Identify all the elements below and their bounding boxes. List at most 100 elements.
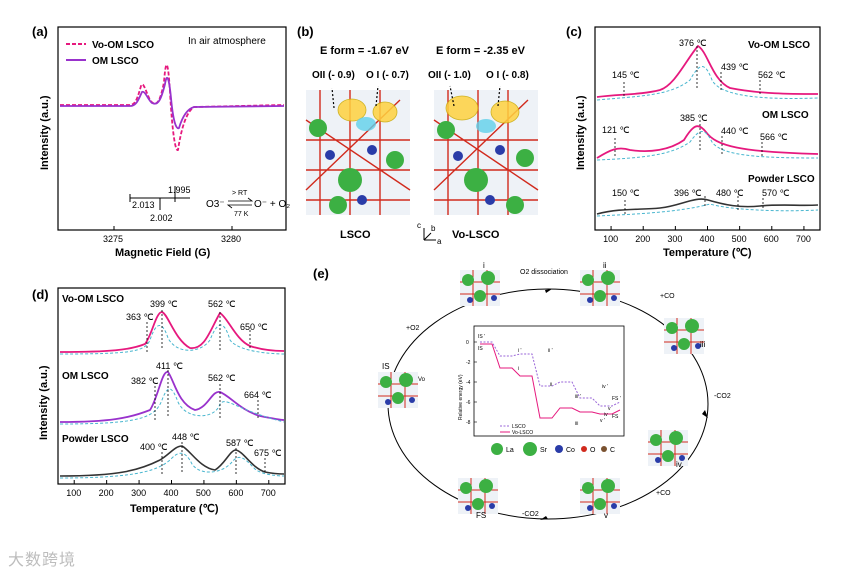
e-inset-is-p: IS ' [478, 334, 485, 340]
reaction-arrows [226, 197, 254, 209]
d-xlabel: Temperature (℃) [130, 503, 219, 515]
a-ylabel: Intensity (a.u.) [39, 95, 51, 170]
b-right-crystal [433, 85, 539, 215]
e-legend-o-dot [581, 446, 587, 452]
d-curve-om [59, 371, 285, 423]
b-left-co-3 [357, 195, 367, 205]
e-crystal-atom-a-1 [582, 274, 594, 286]
e-state-iv: iv [676, 460, 682, 469]
panel-a: (a) Vo-OM LSCO OM LSCO In air atmosphere… [32, 24, 290, 259]
c-xtick-label-2: 300 [667, 234, 682, 244]
d-curve-vo [59, 311, 285, 353]
c-peak-om-1: 121 ℃ [602, 125, 630, 135]
b-right-eform: E form = -2.35 eV [436, 45, 526, 57]
e-crystal-atom-a-6 [380, 376, 392, 388]
d-peak-vo-2: 399 ℃ [150, 299, 178, 309]
e-crystal-atom-a-4 [582, 482, 594, 494]
e-crystal-1 [580, 270, 620, 306]
d-fit-om [59, 388, 285, 425]
e-inset-i: i [518, 366, 519, 372]
e-vo-label: Vo [418, 377, 426, 383]
epr-curve-vo [60, 64, 285, 151]
e-crystal-atom-c-3 [662, 450, 674, 462]
e-crystal-atom-e-5 [465, 505, 471, 511]
e-inset-ii-p: ii ' [548, 348, 553, 354]
e-legend-sr-dot [523, 442, 537, 456]
b-right-sr-2 [464, 168, 488, 192]
a-xtick-label-1: 3275 [103, 234, 123, 244]
e-crystal-atom-c-4 [594, 498, 606, 510]
reaction-left: O3⁻ [206, 199, 225, 210]
a-xlabel: Magnetic Field (G) [115, 247, 211, 259]
c-label-om: OM LSCO [762, 110, 809, 121]
b-left-name: LSCO [340, 229, 371, 241]
e-crystal-atom-b-0 [481, 271, 495, 285]
e-crystal-2 [664, 318, 704, 354]
c-fit-om [596, 131, 819, 161]
c-peak-powder-1: 150 ℃ [612, 188, 640, 198]
e-inset-fs-p: FS ' [612, 396, 621, 402]
e-state-iii: iii [700, 340, 706, 349]
d-fit-vo [59, 324, 285, 355]
b-axes-arrows [423, 228, 436, 241]
e-legend-c: C [610, 447, 615, 454]
e-step-4: +CO [656, 490, 671, 497]
c-peak-vo-3: 439 ℃ [721, 62, 749, 72]
d-label-om: OM LSCO [62, 371, 109, 382]
panel-b-label: (b) [297, 24, 314, 39]
c-peak-vo-4: 562 ℃ [758, 70, 786, 80]
c-peak-lines [614, 46, 764, 214]
e-crystal-atom-b-4 [601, 479, 615, 493]
b-right-arrows [449, 85, 501, 107]
e-crystal-atom-d-6 [409, 397, 415, 403]
e-inset-ii: ii [550, 382, 552, 388]
b-right-density-1 [445, 95, 479, 121]
d-peak-om-1: 382 ℃ [131, 376, 159, 386]
panel-d-frame [57, 287, 286, 485]
b-axis-c: c [417, 221, 421, 230]
e-legend-co-dot [555, 445, 563, 453]
e-inset-iv: iv [604, 412, 608, 418]
d-peak-vo-1: 363 ℃ [126, 312, 154, 322]
d-label-vo: Vo-OM LSCO [62, 294, 124, 305]
e-state-ii: ii [603, 261, 607, 270]
e-cycle-arrow-1 [545, 289, 552, 293]
e-crystal-atom-d-0 [491, 295, 497, 301]
d-curve-powder [59, 445, 285, 477]
e-crystal-atom-c-6 [392, 392, 404, 404]
c-peak-om-4: 566 ℃ [760, 132, 788, 142]
panel-d-label: (d) [32, 287, 49, 302]
e-inset-v-p: v ' [600, 418, 605, 424]
e-inset-ylabel: Relative energy (eV) [458, 374, 464, 420]
c-label-vo: Vo-OM LSCO [748, 40, 810, 51]
e-inset-yticks: 0 -2 -4 -6 -8 [466, 340, 477, 426]
b-left-sr-3 [386, 151, 404, 169]
c-peak-powder-3: 480 ℃ [716, 188, 744, 198]
e-inset-ytick-label-0: 0 [466, 340, 469, 346]
e-legend-o: O [590, 447, 596, 454]
d-xtick-label-6: 700 [261, 488, 276, 498]
e-crystal-atom-b-1 [601, 271, 615, 285]
b-axis-a: a [437, 237, 442, 246]
reaction-top: > RT [232, 190, 248, 197]
c-curve-om [596, 125, 819, 159]
c-curve-vo [596, 44, 819, 98]
panel-c: (c) Vo-OM LSCO OM LSCO Powder LSCO 145 ℃… [566, 24, 821, 259]
c-label-powder: Powder LSCO [748, 174, 815, 185]
d-peak-powder-4: 675 ℃ [254, 448, 282, 458]
c-peak-om-2: 385 ℃ [680, 113, 708, 123]
c-peak-powder-4: 570 ℃ [762, 188, 790, 198]
e-inset-is: IS [478, 346, 483, 352]
c-ylabel: Intensity (a.u.) [575, 95, 587, 170]
b-left-o2: OII (- 0.9) [312, 70, 355, 81]
legend-a-om: OM LSCO [92, 56, 139, 67]
d-xtick-label-4: 500 [196, 488, 211, 498]
d-peak-om-3: 562 ℃ [208, 373, 236, 383]
e-inset-fs: FS [612, 414, 619, 420]
a-xtick-label-2: 3280 [221, 234, 241, 244]
d-peak-om-2: 411 ℃ [156, 361, 183, 371]
e-inset-iii: iii [575, 421, 578, 427]
c-xtick-label-6: 700 [796, 234, 811, 244]
b-axis-b: b [431, 224, 436, 233]
